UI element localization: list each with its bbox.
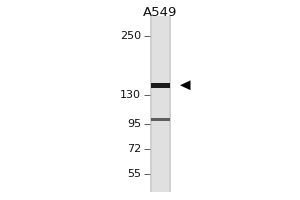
Bar [150, 16, 171, 192]
Text: 72: 72 [127, 144, 141, 154]
Text: 55: 55 [127, 169, 141, 179]
Bar [151, 83, 170, 88]
Text: A549: A549 [143, 6, 178, 19]
Text: 250: 250 [120, 31, 141, 41]
Text: 130: 130 [120, 90, 141, 100]
Polygon shape [180, 80, 190, 90]
Bar [152, 16, 169, 192]
Text: 95: 95 [127, 119, 141, 129]
Bar [151, 118, 170, 121]
